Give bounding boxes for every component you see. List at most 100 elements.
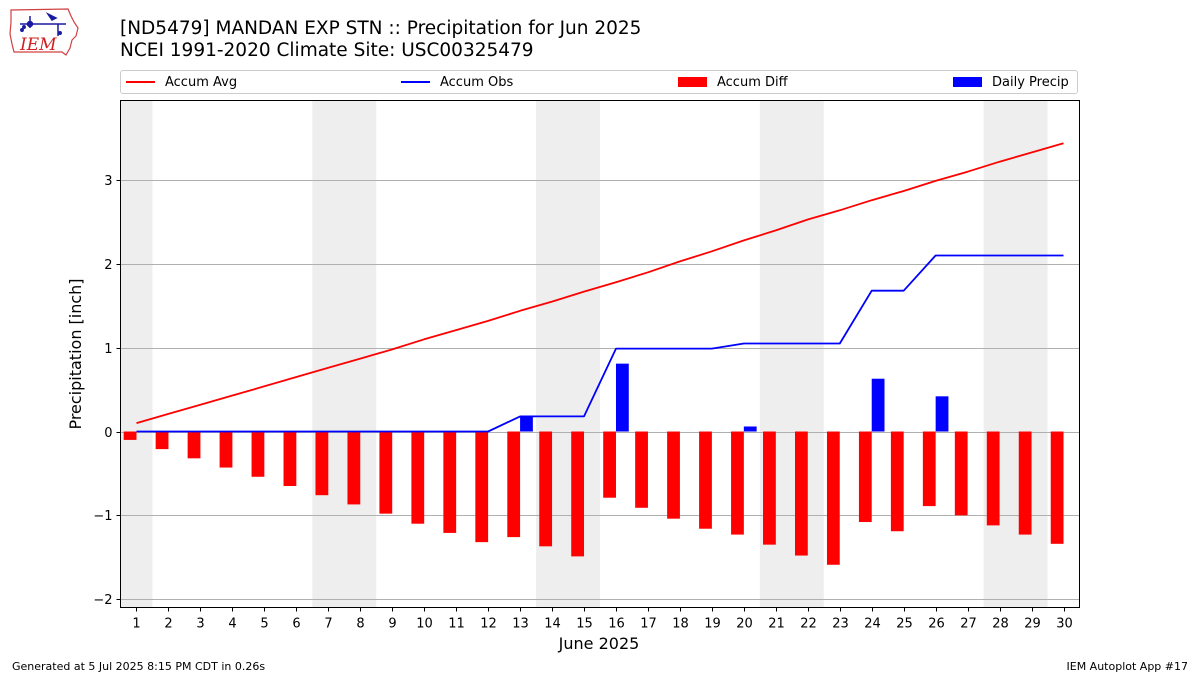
legend-label: Daily Precip	[992, 74, 1069, 90]
x-tick-label: 5	[260, 617, 268, 632]
accum-diff-bar	[571, 431, 585, 557]
y-tick-label: 3	[104, 174, 112, 189]
accum-diff-bar	[635, 431, 648, 508]
accum-avg-line	[136, 142, 1064, 424]
accum-diff-bar	[699, 431, 712, 529]
legend-label: Accum Obs	[440, 74, 514, 90]
legend-item-accum-obs: Accum Obs	[401, 71, 513, 93]
x-tick-label: 28	[992, 617, 1009, 632]
x-axis-label: June 2025	[558, 634, 640, 653]
legend-swatch	[401, 81, 430, 83]
x-tick-label: 25	[896, 617, 913, 632]
x-tick-label: 17	[640, 617, 657, 632]
accum-diff-bar	[986, 431, 1000, 526]
series-lines	[136, 142, 1064, 433]
y-tick-label: 0	[104, 426, 112, 441]
daily-precip-bar	[871, 378, 885, 432]
x-tick-label: 26	[928, 617, 945, 632]
x-tick-label: 22	[800, 617, 817, 632]
x-axis: 1 2 3 4 5 6 7 8 9 10 11 12 13 14 15 16 17 18 19 20 21 22 23 24 2…	[132, 607, 1073, 632]
x-tick-label: 4	[228, 617, 236, 632]
accum-diff-bar	[539, 431, 553, 547]
x-tick-label: 9	[388, 617, 396, 632]
legend-label: Accum Diff	[717, 74, 788, 90]
accum-diff-bar	[922, 431, 936, 507]
weekend-band	[312, 100, 377, 608]
accum-diff-bar	[315, 431, 329, 496]
x-tick-label: 12	[480, 617, 497, 632]
weekend-band	[983, 100, 1048, 608]
accum-diff-bar	[763, 431, 776, 545]
accum-diff-bar	[667, 431, 680, 519]
x-tick-label: 1	[132, 617, 140, 632]
accum-diff-bar	[283, 431, 297, 486]
chart-subtitle: NCEI 1991-2020 Climate Site: USC00325479	[120, 40, 534, 61]
app-label: IEM Autoplot App #17	[1066, 660, 1189, 673]
accum-diff-bar	[603, 431, 616, 498]
accum-diff-bar	[411, 431, 425, 524]
x-tick-label: 13	[512, 617, 529, 632]
x-tick-label: 2	[164, 617, 172, 632]
accum-diff-bar	[858, 431, 872, 523]
accum-diff-bar	[379, 431, 393, 514]
logo-text: IEM	[19, 35, 57, 55]
x-tick-label: 7	[324, 617, 332, 632]
x-tick-label: 16	[608, 617, 625, 632]
x-tick-label: 24	[864, 617, 881, 632]
legend-swatch	[126, 81, 155, 83]
generated-timestamp: Generated at 5 Jul 2025 8:15 PM CDT in 0…	[12, 660, 266, 673]
x-tick-label: 15	[576, 617, 593, 632]
x-tick-label: 30	[1056, 617, 1073, 632]
y-tick-label: −1	[93, 509, 112, 524]
daily-precip-bar	[520, 416, 533, 432]
daily-precip-bar	[743, 426, 757, 432]
x-tick-label: 18	[672, 617, 689, 632]
accum-diff-bar	[475, 431, 489, 543]
accum-diff-bar	[507, 431, 521, 538]
accum-diff-bar	[1018, 431, 1032, 535]
accum-obs-line	[136, 254, 1064, 433]
weekend-band	[120, 100, 153, 608]
legend-item-daily-precip: Daily Precip	[953, 71, 1069, 93]
x-tick-label: 19	[704, 617, 721, 632]
x-tick-label: 10	[416, 617, 433, 632]
x-tick-label: 20	[736, 617, 753, 632]
chart-legend: Accum Avg Accum Obs Accum Diff Daily Pre…	[120, 70, 1078, 94]
accum-diff-bar	[123, 431, 137, 440]
accum-diff-bar	[890, 431, 904, 532]
chart-titles: [ND5479] MANDAN EXP STN :: Precipitation…	[120, 18, 641, 62]
legend-item-accum-diff: Accum Diff	[678, 71, 788, 93]
accum-diff-bar	[731, 431, 744, 535]
accum-diff-bar	[1050, 431, 1064, 544]
accum-diff-bar	[251, 431, 265, 477]
legend-swatch	[678, 77, 707, 87]
x-tick-label: 3	[196, 617, 204, 632]
x-tick-label: 29	[1024, 617, 1041, 632]
x-tick-label: 21	[768, 617, 785, 632]
accum-diff-bar	[826, 431, 840, 565]
chart-title: [ND5479] MANDAN EXP STN :: Precipitation…	[120, 18, 642, 39]
accum-diff-bar	[443, 431, 457, 533]
accum-diff-bar	[347, 431, 361, 505]
accum-diff-bar	[155, 431, 169, 450]
y-tick-label: 2	[104, 258, 112, 273]
accum-diff-bar	[187, 431, 201, 459]
legend-label: Accum Avg	[165, 74, 238, 90]
daily-precip-bar	[935, 396, 949, 432]
x-tick-label: 14	[544, 617, 561, 632]
y-axis-label: Precipitation [inch]	[66, 278, 85, 429]
gridlines	[120, 180, 1080, 600]
y-tick-label: −2	[93, 593, 112, 608]
x-tick-label: 8	[356, 617, 364, 632]
daily-precip-bar	[615, 363, 629, 432]
weather-station-icon	[20, 12, 66, 36]
x-tick-label: 27	[960, 617, 977, 632]
iem-logo: IEM	[9, 8, 79, 56]
accum-diff-bar	[794, 431, 808, 556]
bars	[123, 363, 1064, 565]
x-tick-label: 6	[292, 617, 300, 632]
y-axis: −2 −1 0 1 2 3	[93, 174, 121, 608]
legend-swatch	[953, 77, 982, 87]
y-tick-label: 1	[104, 342, 112, 357]
